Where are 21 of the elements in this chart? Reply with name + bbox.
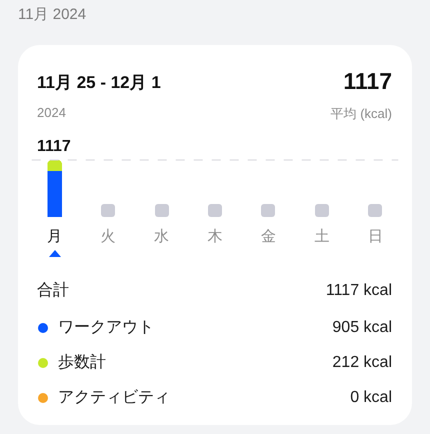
legend-label: アクティビティ <box>58 388 170 408</box>
text: 平均 (kcal) <box>330 105 392 123</box>
legend-label: ワークアウト <box>58 318 154 338</box>
x-tick-label: 金 <box>260 228 276 245</box>
x-tick-label: 水 <box>154 228 170 245</box>
x-tick-label: 火 <box>100 228 116 245</box>
x-tick-label: 月 <box>47 228 62 245</box>
x-tick-label: 日 <box>368 228 383 245</box>
chart-title: 11月 25 - 12月 1 <box>37 72 161 94</box>
x-tick-label: 土 <box>314 228 330 245</box>
text: 1117 kcal <box>326 281 392 301</box>
text: 1117 <box>37 138 71 156</box>
text: 905 kcal <box>332 318 392 338</box>
text: 11月 2024 <box>18 5 86 24</box>
text: 0 kcal <box>350 388 392 408</box>
text: 1117 <box>343 68 392 95</box>
text: 212 kcal <box>332 353 392 373</box>
chart-subtitle: 2024 <box>37 105 66 120</box>
x-tick-label: 木 <box>208 228 222 245</box>
legend-label: 歩数計 <box>58 352 106 373</box>
text: 合計 <box>37 280 69 301</box>
